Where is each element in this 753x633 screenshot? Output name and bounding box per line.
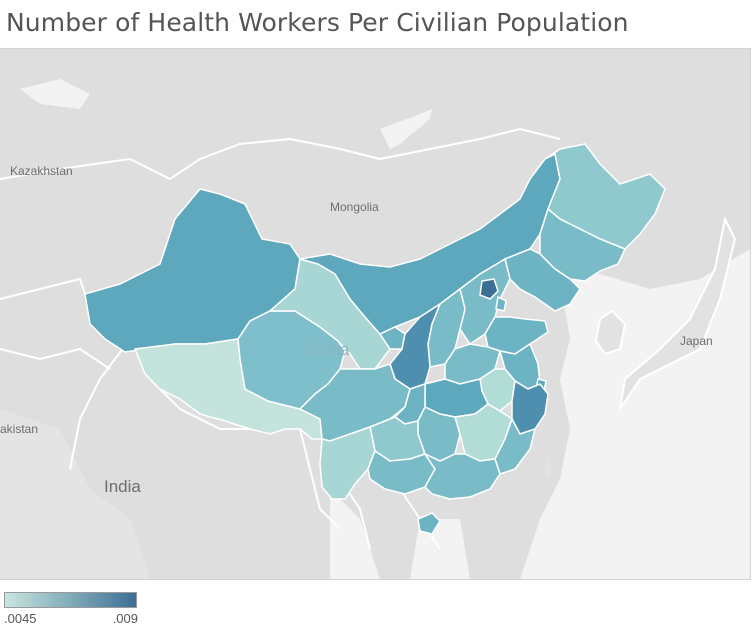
japan-shape: [619, 215, 737, 410]
lake-baikal: [380, 109, 432, 149]
land-south-asia: [0, 409, 150, 579]
sea-bengal: [330, 489, 380, 579]
legend-labels: .0045 .009: [4, 608, 138, 626]
legend-gradient-bar: [4, 592, 137, 608]
label-pakistan: akistan: [0, 422, 38, 436]
province-guangdong[interactable]: [422, 452, 501, 500]
label-mongolia: Mongolia: [330, 200, 379, 214]
chart-title: Number of Health Workers Per Civilian Po…: [6, 8, 629, 37]
province-zhejiang[interactable]: [511, 379, 549, 435]
legend-max-label: .009: [112, 611, 138, 626]
province-heilongjiang[interactable]: [544, 143, 666, 250]
map-canvas[interactable]: Kazakhstan Mongolia China Japan India ak…: [0, 48, 751, 580]
legend-min-label: .0045: [4, 611, 37, 626]
province-shaanxi[interactable]: [389, 302, 442, 390]
china-provinces[interactable]: [84, 143, 666, 535]
label-china: China: [305, 340, 350, 359]
label-india: India: [104, 477, 141, 496]
taiwan-shape: [545, 454, 552, 481]
province-tianjin[interactable]: [495, 295, 507, 312]
province-yunnan[interactable]: [319, 426, 376, 500]
korea-shape: [594, 309, 627, 356]
map-svg[interactable]: Kazakhstan Mongolia China Japan India ak…: [0, 49, 750, 579]
province-hainan[interactable]: [417, 512, 441, 535]
label-kazakhstan: Kazakhstan: [10, 164, 73, 178]
country-borders: [0, 127, 561, 550]
label-japan: Japan: [680, 334, 713, 348]
province-beijing[interactable]: [479, 278, 499, 300]
color-legend: .0045 .009: [4, 592, 138, 626]
lake-northwest: [20, 79, 90, 109]
